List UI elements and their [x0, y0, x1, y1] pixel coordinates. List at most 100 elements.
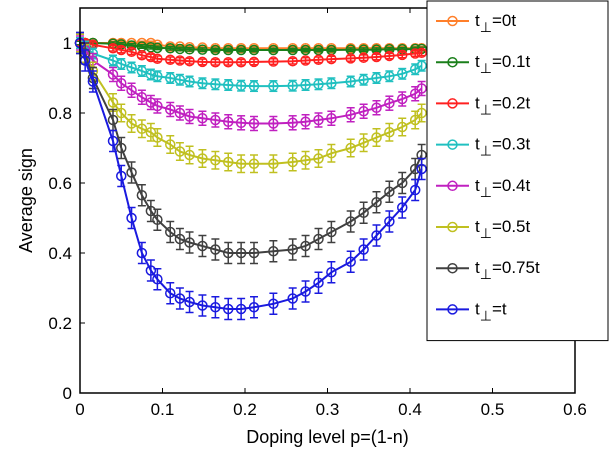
data-point: [87, 76, 99, 87]
data-point: [145, 127, 157, 138]
data-point: [300, 44, 311, 56]
x-tick-label: 0.5: [481, 400, 505, 419]
y-tick-label: 1: [63, 34, 72, 53]
data-point: [223, 79, 234, 91]
legend-item: t⊥=0.4t: [436, 176, 530, 200]
data-point: [235, 80, 247, 91]
data-point: [197, 113, 208, 124]
data-point: [165, 139, 176, 150]
x-tick-label: 0.4: [398, 400, 422, 419]
data-point: [184, 237, 195, 248]
data-point: [126, 85, 137, 96]
data-point: [116, 58, 127, 70]
data-point: [136, 247, 148, 259]
y-tick-label: 0.4: [48, 244, 72, 263]
data-point: [126, 167, 137, 178]
data-point: [145, 205, 157, 217]
data-point: [165, 226, 176, 238]
data-point: [152, 53, 163, 64]
axes-layer: 0 0.1 0.2 0.3 0.4 0.5 0.6 0 0.2 0.4 0.6 0.8 1: [48, 8, 587, 419]
legend-item: t⊥=0.2t: [436, 93, 530, 117]
data-point: [287, 117, 298, 129]
data-point: [174, 107, 186, 119]
data-point: [326, 78, 337, 89]
data-point: [197, 153, 208, 164]
legend-label: t⊥=0.4t: [475, 176, 530, 200]
data-point: [197, 44, 208, 55]
data-point: [165, 104, 176, 115]
legend-item: t⊥=0.1t: [436, 52, 530, 76]
data-point: [210, 44, 221, 56]
data-point: [116, 107, 127, 119]
data-point: [152, 71, 163, 82]
data-point: [152, 42, 163, 54]
data-point: [358, 74, 369, 85]
data-point: [326, 226, 337, 238]
data-point: [358, 207, 369, 218]
legend-swatch-marker: [447, 221, 458, 233]
legend-swatch-marker: [447, 262, 458, 274]
data-point: [223, 116, 234, 127]
data-point: [409, 163, 421, 175]
legend-label: t⊥=0.3t: [475, 135, 530, 159]
data-point: [371, 51, 382, 63]
data-point: [165, 288, 176, 299]
data-point: [223, 247, 234, 259]
data-point: [358, 244, 369, 255]
data-point: [345, 216, 356, 227]
data-point: [416, 163, 427, 175]
legend-item: t⊥=t: [436, 299, 507, 323]
data-point: [313, 79, 324, 90]
data-point: [300, 55, 311, 66]
data-point: [396, 93, 408, 105]
data-point: [184, 149, 195, 161]
data-point: [409, 114, 421, 126]
data-point: [300, 240, 311, 252]
data-point: [126, 62, 137, 73]
data-point: [248, 247, 260, 259]
data-point: [416, 47, 427, 59]
data-point: [268, 44, 279, 56]
data-point: [268, 118, 279, 129]
data-point: [197, 56, 208, 68]
data-point: [416, 107, 427, 119]
series-7: [74, 31, 427, 265]
legend-swatch-marker: [447, 304, 458, 315]
data-point: [210, 302, 221, 313]
series-5: [74, 35, 427, 132]
data-point: [145, 69, 157, 80]
data-point: [345, 53, 356, 64]
data-point: [145, 265, 157, 276]
legend-swatch-marker: [447, 56, 458, 68]
legend-item: t⊥=0t: [436, 11, 516, 35]
data-point: [116, 44, 127, 56]
data-point: [210, 244, 221, 255]
data-point: [197, 78, 208, 89]
data-point: [126, 118, 137, 129]
data-point: [396, 202, 408, 213]
data-point: [126, 212, 137, 224]
legend-item: t⊥=0.75t: [436, 258, 540, 282]
data-point: [384, 50, 395, 62]
data-point: [235, 303, 247, 315]
y-tick-label: 0: [63, 384, 72, 403]
data-point: [409, 88, 421, 99]
legend-label: t⊥=0.5t: [475, 217, 530, 241]
data-point: [287, 293, 298, 304]
legend: t⊥=0t t⊥=0.1t t⊥=0.2t t⊥=0.3t t⊥=0.4t t⊥=0.5t…: [426, 0, 609, 342]
legend-label: t⊥=t: [475, 299, 507, 323]
y-tick-label: 0.2: [48, 314, 72, 333]
data-point: [210, 79, 221, 90]
data-point: [107, 69, 119, 80]
data-point: [136, 123, 148, 134]
series-6: [74, 33, 427, 174]
series-3: [74, 37, 427, 68]
data-point: [313, 153, 324, 164]
data-point: [248, 44, 260, 56]
data-point: [174, 233, 186, 245]
series-8: [74, 31, 427, 321]
data-point: [287, 244, 298, 255]
legend-swatch-marker: [447, 98, 458, 109]
data-point: [416, 83, 427, 94]
